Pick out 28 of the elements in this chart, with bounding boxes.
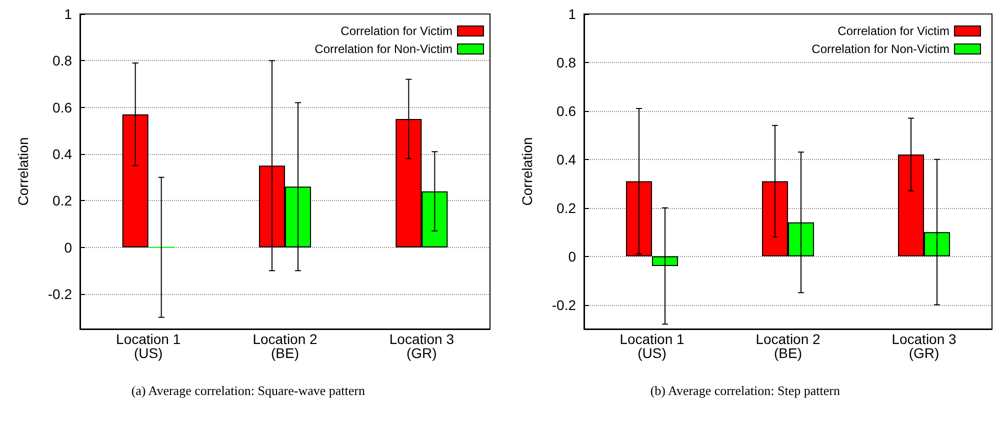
legend-label: Correlation for Victim (838, 24, 950, 38)
x-tick-label: Location 1 (US) (116, 331, 181, 361)
legend-label: Correlation for Non-Victim (812, 42, 950, 56)
y-tick-label: 0.8 (52, 52, 72, 69)
y-tick-label: 0.6 (52, 99, 72, 116)
y-tick-label: 0 (568, 248, 576, 264)
y-tick-label: 0.4 (52, 146, 72, 162)
y-tick-label: 0.8 (556, 54, 576, 70)
x-tick-label: Location 3 (GR) (389, 331, 454, 361)
y-tick-label: 0.2 (556, 200, 576, 216)
y-tick-label: -0.2 (48, 286, 72, 302)
y-tick-label: 0.4 (556, 151, 576, 168)
y-axis-title: Correlation (15, 137, 31, 206)
y-tick-label: 0.2 (52, 192, 72, 209)
y-tick-label: 0 (64, 239, 72, 256)
legend-label: Correlation for Non-Victim (314, 42, 452, 56)
y-tick-label: -0.2 (552, 296, 576, 313)
legend-label: Correlation for Victim (340, 24, 452, 38)
x-tick-label: Location 2 (BE) (252, 331, 318, 361)
x-tick-label: Location 3 (GR) (892, 331, 957, 361)
y-tick-label: 0.6 (556, 102, 576, 119)
y-axis-title: Correlation (519, 137, 535, 206)
text: (b) Average correlation: Step pattern (650, 383, 840, 398)
text: (a) Average correlation: Square-wave pattern (131, 383, 366, 398)
y-tick-label: 1 (568, 6, 576, 22)
x-tick-label: Location 1 (US) (620, 331, 685, 361)
y-tick-label: 1 (64, 6, 72, 22)
x-tick-label: Location 2 (BE) (756, 331, 821, 361)
